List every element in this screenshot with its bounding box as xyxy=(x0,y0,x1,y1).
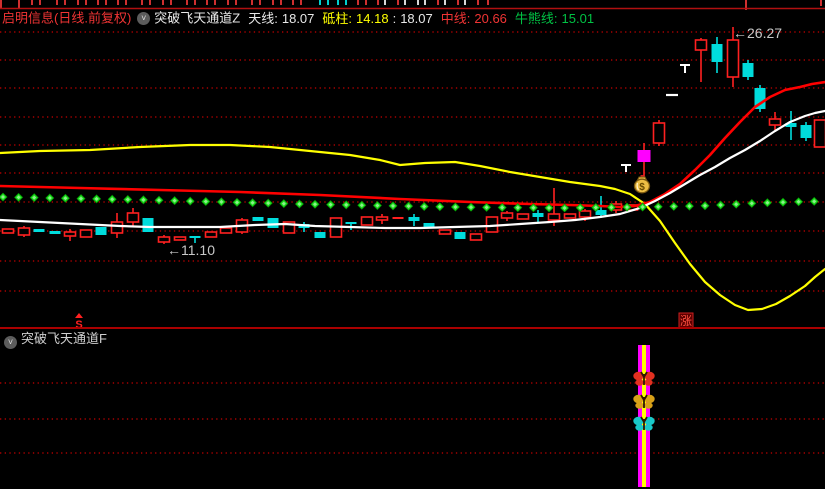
white-ma-line xyxy=(0,109,825,230)
indicator-name: 突破飞天通道Z xyxy=(154,10,241,26)
tianxian-label: 天线: xyxy=(248,10,278,26)
zhongxian-label: 中线: xyxy=(440,10,471,26)
yellow-ma-line xyxy=(0,143,825,312)
cyan-butterfly-icon xyxy=(633,416,655,431)
svg-text:←26.27: ←26.27 xyxy=(733,25,782,41)
red-ma-line xyxy=(0,80,825,209)
t-mark xyxy=(621,164,631,172)
gold-butterfly-icon xyxy=(633,394,655,409)
pane-separator xyxy=(0,327,825,329)
signal-column xyxy=(633,345,655,487)
main-indicator-header: 启明信息(日线.前复权) ˅ 突破飞天通道Z 天线: 18.07 砥柱: 14.18:18.… xyxy=(2,10,594,26)
zhongxian-value: 20.66 xyxy=(474,10,507,26)
tianxian-value: 18.07 xyxy=(281,10,315,26)
zhang-badge: 涨 xyxy=(678,312,694,329)
svg-text:涨: 涨 xyxy=(680,313,692,328)
stock-title: 启明信息(日线.前复权) xyxy=(2,10,132,26)
t-mark xyxy=(680,64,690,73)
sub-indicator-header: ˅ 突破飞天通道F xyxy=(4,331,107,349)
red-butterfly-icon xyxy=(633,371,655,386)
s-signal-marker: S xyxy=(75,313,83,331)
dizhu-value1: 14.18 xyxy=(356,10,389,26)
money-bag-icon: $ xyxy=(633,175,651,194)
svg-text:←11.10: ←11.10 xyxy=(167,242,215,258)
dizhu-value2: 18.07 xyxy=(400,10,433,26)
svg-text:S: S xyxy=(75,319,82,331)
green-diamond-row xyxy=(0,192,819,213)
chevron-down-circle-icon[interactable]: ˅ xyxy=(137,12,151,26)
svg-text:$: $ xyxy=(639,182,645,193)
dizhu-label: 砥柱: xyxy=(322,10,353,26)
dizhu-separator: : xyxy=(392,10,397,26)
chart-annotations: ←11.10 ←26.27 $ S 涨 xyxy=(75,25,782,331)
dotted-gridlines xyxy=(0,31,825,454)
upper-pane-clipped-strip xyxy=(0,0,825,10)
sub-indicator-name: 突破飞天通道F xyxy=(21,331,107,346)
niuxiong-label: 牛熊线: xyxy=(514,10,558,26)
chevron-down-circle-icon[interactable]: ˅ xyxy=(4,336,17,349)
niuxiong-value: 15.01 xyxy=(561,10,595,26)
